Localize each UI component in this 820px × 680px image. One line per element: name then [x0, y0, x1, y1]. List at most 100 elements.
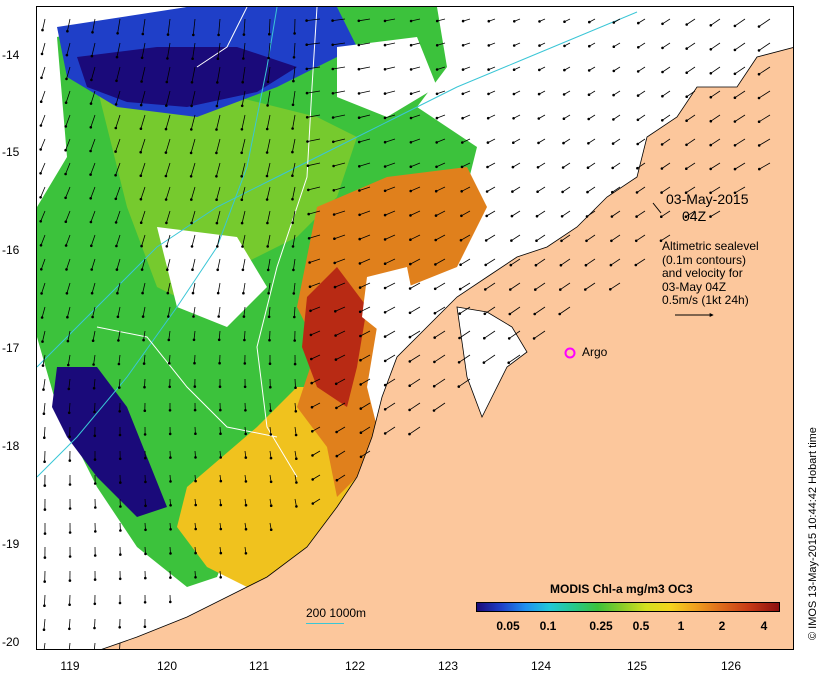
velocity-arrow: [510, 282, 521, 290]
velocity-arrow-head: [294, 410, 298, 413]
velocity-arrow-head: [66, 29, 69, 33]
velocity-arrow: [116, 258, 121, 270]
velocity-arrow: [710, 114, 721, 122]
velocity-arrow: [359, 258, 371, 264]
velocity-arrow: [165, 186, 171, 200]
velocity-arrow-head: [537, 141, 540, 145]
velocity-arrow-head: [269, 528, 273, 531]
velocity-arrow: [662, 90, 671, 97]
velocity-arrow-head: [40, 316, 44, 319]
velocity-arrow-head: [219, 503, 223, 507]
velocity-arrow: [562, 186, 571, 193]
map-time: 04Z: [682, 208, 707, 224]
velocity-arrow: [68, 618, 71, 629]
lon-tick-label: 125: [626, 659, 648, 673]
velocity-arrow-head: [189, 151, 193, 155]
velocity-arrow: [484, 330, 496, 339]
velocity-arrow-head: [244, 432, 247, 436]
velocity-arrow-head: [307, 212, 311, 216]
velocity-arrow: [142, 18, 146, 35]
velocity-arrow-head: [291, 103, 295, 107]
velocity-arrow: [308, 210, 321, 215]
velocity-arrow-head: [141, 291, 144, 295]
velocity-arrow: [434, 306, 446, 314]
map-frame[interactable]: [36, 6, 794, 650]
velocity-arrow-head: [563, 44, 566, 48]
velocity-arrow: [242, 258, 246, 270]
velocity-arrow: [360, 426, 371, 434]
velocity-arrow: [483, 354, 496, 363]
velocity-arrow-head: [310, 381, 314, 385]
velocity-arrow-head: [164, 127, 168, 131]
velocity-arrow-head: [194, 576, 197, 579]
velocity-arrow-head: [487, 92, 490, 96]
velocity-arrow: [312, 426, 321, 432]
velocity-arrow-head: [169, 456, 172, 459]
velocity-arrow-head: [733, 120, 737, 123]
velocity-arrow: [686, 162, 696, 170]
velocity-arrow-head: [240, 104, 244, 108]
velocity-arrow: [384, 162, 396, 167]
velocity-arrow: [141, 234, 146, 247]
velocity-arrow-head: [659, 239, 663, 242]
velocity-arrow: [359, 162, 371, 167]
velocity-arrow-head: [512, 92, 516, 96]
velocity-arrow-head: [90, 78, 93, 82]
velocity-arrow: [436, 162, 446, 168]
bathymetry-200m-contour: [37, 11, 638, 368]
velocity-arrow: [561, 234, 571, 242]
velocity-arrow: [167, 18, 171, 35]
velocity-arrow: [216, 162, 221, 177]
velocity-arrow: [267, 258, 271, 270]
velocity-arrow-head: [357, 116, 361, 119]
velocity-arrow-head: [140, 244, 143, 248]
velocity-arrow-head: [460, 190, 464, 193]
velocity-arrow-head: [758, 167, 761, 171]
velocity-arrow-head: [383, 140, 387, 144]
velocity-arrow: [612, 138, 621, 144]
imos-credit: © IMOS 13-May-2015 10:44:42 Hobart time: [807, 427, 819, 640]
velocity-arrow: [661, 162, 671, 169]
velocity-arrow-head: [119, 481, 122, 484]
velocity-arrow-head: [357, 19, 361, 23]
colorbar-tick-label: 0.25: [589, 619, 613, 633]
velocity-arrow: [241, 186, 246, 200]
velocity-arrow-head: [383, 359, 387, 363]
velocity-arrow: [190, 114, 196, 130]
velocity-arrow-head: [587, 69, 591, 72]
velocity-arrow: [384, 186, 396, 192]
velocity-arrow-head: [216, 268, 219, 272]
velocity-arrow: [292, 210, 296, 223]
velocity-arrow: [508, 354, 521, 364]
velocity-arrow-head: [486, 141, 490, 144]
velocity-arrow: [190, 138, 196, 154]
velocity-arrow: [411, 42, 421, 46]
velocity-arrow-head: [685, 23, 688, 26]
velocity-arrow-head: [561, 166, 565, 169]
velocity-arrow: [662, 42, 671, 49]
velocity-arrow-head: [636, 94, 640, 97]
velocity-arrow: [193, 306, 196, 317]
velocity-arrow-head: [584, 263, 588, 267]
velocity-arrow: [268, 42, 271, 59]
colorbar-tick-label: 0.05: [496, 619, 520, 633]
velocity-arrow: [661, 186, 671, 193]
velocity-arrow-head: [661, 46, 664, 50]
velocity-arrow: [613, 114, 621, 120]
velocity-arrow-head: [508, 312, 512, 316]
velocity-arrow-head: [190, 221, 193, 225]
altimetry-note-line: Altimetric sealevel: [662, 239, 759, 253]
argo-float-marker[interactable]: [564, 347, 576, 359]
velocity-arrow: [437, 18, 446, 22]
velocity-arrow-head: [457, 385, 461, 388]
velocity-arrow: [144, 378, 146, 388]
velocity-arrow: [734, 90, 746, 99]
velocity-arrow: [636, 186, 646, 193]
velocity-arrow: [309, 282, 321, 288]
velocity-arrow-head: [68, 627, 71, 631]
velocity-arrow-head: [483, 336, 486, 340]
velocity-arrow-head: [140, 56, 144, 60]
velocity-arrow-head: [611, 166, 614, 170]
velocity-arrow-head: [64, 244, 68, 247]
velocity-arrow: [217, 258, 221, 270]
